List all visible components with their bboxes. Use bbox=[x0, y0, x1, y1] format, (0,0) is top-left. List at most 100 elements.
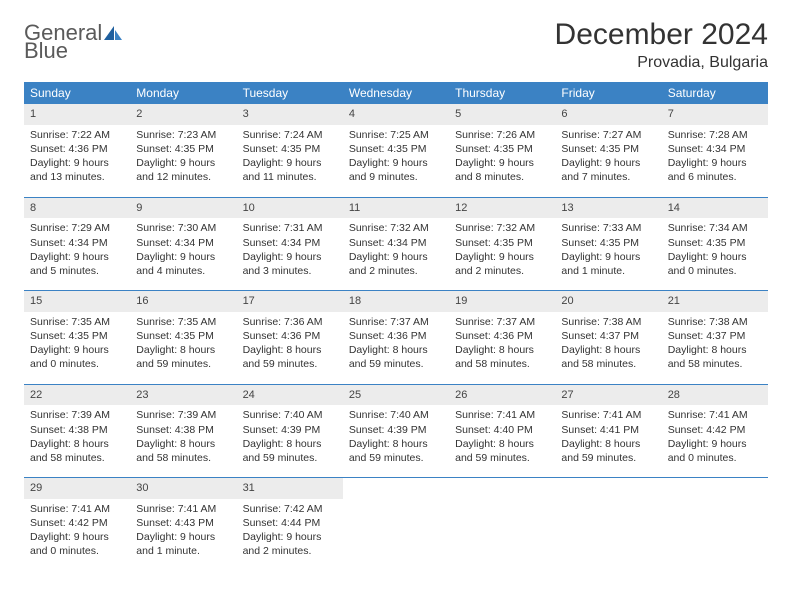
sunrise-line: Sunrise: 7:39 AM bbox=[136, 408, 230, 422]
daylight-line: Daylight: 9 hours and 0 minutes. bbox=[30, 530, 124, 558]
calendar-day: 31Sunrise: 7:42 AMSunset: 4:44 PMDayligh… bbox=[237, 478, 343, 567]
sunrise-line: Sunrise: 7:30 AM bbox=[136, 221, 230, 235]
day-details: Sunrise: 7:25 AMSunset: 4:35 PMDaylight:… bbox=[343, 125, 449, 193]
sunset-line: Sunset: 4:37 PM bbox=[561, 329, 655, 343]
day-number: 7 bbox=[662, 104, 768, 125]
sunset-line: Sunset: 4:37 PM bbox=[668, 329, 762, 343]
sunset-line: Sunset: 4:35 PM bbox=[136, 142, 230, 156]
day-details: Sunrise: 7:24 AMSunset: 4:35 PMDaylight:… bbox=[237, 125, 343, 193]
day-details: Sunrise: 7:39 AMSunset: 4:38 PMDaylight:… bbox=[24, 405, 130, 473]
day-details: Sunrise: 7:27 AMSunset: 4:35 PMDaylight:… bbox=[555, 125, 661, 193]
sunset-line: Sunset: 4:38 PM bbox=[30, 423, 124, 437]
day-details: Sunrise: 7:35 AMSunset: 4:35 PMDaylight:… bbox=[24, 312, 130, 380]
daylight-line: Daylight: 9 hours and 0 minutes. bbox=[30, 343, 124, 371]
sunrise-line: Sunrise: 7:31 AM bbox=[243, 221, 337, 235]
calendar-day: 22Sunrise: 7:39 AMSunset: 4:38 PMDayligh… bbox=[24, 385, 130, 474]
calendar-week: 1Sunrise: 7:22 AMSunset: 4:36 PMDaylight… bbox=[24, 104, 768, 193]
day-number: 29 bbox=[24, 478, 130, 499]
day-number: 4 bbox=[343, 104, 449, 125]
sunset-line: Sunset: 4:36 PM bbox=[30, 142, 124, 156]
daylight-line: Daylight: 8 hours and 59 minutes. bbox=[349, 437, 443, 465]
sunrise-line: Sunrise: 7:41 AM bbox=[136, 502, 230, 516]
calendar-week: 22Sunrise: 7:39 AMSunset: 4:38 PMDayligh… bbox=[24, 384, 768, 474]
sunrise-line: Sunrise: 7:38 AM bbox=[561, 315, 655, 329]
sunset-line: Sunset: 4:35 PM bbox=[455, 236, 549, 250]
sunrise-line: Sunrise: 7:22 AM bbox=[30, 128, 124, 142]
sunset-line: Sunset: 4:43 PM bbox=[136, 516, 230, 530]
sunset-line: Sunset: 4:39 PM bbox=[243, 423, 337, 437]
sunset-line: Sunset: 4:42 PM bbox=[30, 516, 124, 530]
calendar-day: 19Sunrise: 7:37 AMSunset: 4:36 PMDayligh… bbox=[449, 291, 555, 380]
sunset-line: Sunset: 4:35 PM bbox=[455, 142, 549, 156]
calendar-day-empty bbox=[343, 478, 449, 567]
day-details: Sunrise: 7:41 AMSunset: 4:42 PMDaylight:… bbox=[662, 405, 768, 473]
calendar-day: 3Sunrise: 7:24 AMSunset: 4:35 PMDaylight… bbox=[237, 104, 343, 193]
calendar-week: 8Sunrise: 7:29 AMSunset: 4:34 PMDaylight… bbox=[24, 197, 768, 287]
daylight-line: Daylight: 9 hours and 7 minutes. bbox=[561, 156, 655, 184]
dow-thursday: Thursday bbox=[449, 82, 555, 104]
day-number: 31 bbox=[237, 478, 343, 499]
sunset-line: Sunset: 4:44 PM bbox=[243, 516, 337, 530]
sunset-line: Sunset: 4:40 PM bbox=[455, 423, 549, 437]
location-label: Provadia, Bulgaria bbox=[555, 54, 768, 72]
daylight-line: Daylight: 9 hours and 2 minutes. bbox=[349, 250, 443, 278]
calendar-day: 10Sunrise: 7:31 AMSunset: 4:34 PMDayligh… bbox=[237, 198, 343, 287]
calendar-day: 6Sunrise: 7:27 AMSunset: 4:35 PMDaylight… bbox=[555, 104, 661, 193]
sunrise-line: Sunrise: 7:35 AM bbox=[30, 315, 124, 329]
sunset-line: Sunset: 4:34 PM bbox=[349, 236, 443, 250]
sunset-line: Sunset: 4:39 PM bbox=[349, 423, 443, 437]
daylight-line: Daylight: 9 hours and 9 minutes. bbox=[349, 156, 443, 184]
dow-tuesday: Tuesday bbox=[237, 82, 343, 104]
sunset-line: Sunset: 4:34 PM bbox=[30, 236, 124, 250]
sunrise-line: Sunrise: 7:40 AM bbox=[349, 408, 443, 422]
sunset-line: Sunset: 4:35 PM bbox=[349, 142, 443, 156]
calendar-day: 9Sunrise: 7:30 AMSunset: 4:34 PMDaylight… bbox=[130, 198, 236, 287]
daylight-line: Daylight: 9 hours and 4 minutes. bbox=[136, 250, 230, 278]
calendar-day: 4Sunrise: 7:25 AMSunset: 4:35 PMDaylight… bbox=[343, 104, 449, 193]
sunset-line: Sunset: 4:34 PM bbox=[668, 142, 762, 156]
day-number: 11 bbox=[343, 198, 449, 219]
daylight-line: Daylight: 9 hours and 1 minute. bbox=[136, 530, 230, 558]
calendar-day: 12Sunrise: 7:32 AMSunset: 4:35 PMDayligh… bbox=[449, 198, 555, 287]
day-details: Sunrise: 7:37 AMSunset: 4:36 PMDaylight:… bbox=[449, 312, 555, 380]
calendar-day: 8Sunrise: 7:29 AMSunset: 4:34 PMDaylight… bbox=[24, 198, 130, 287]
sunrise-line: Sunrise: 7:41 AM bbox=[30, 502, 124, 516]
day-number: 6 bbox=[555, 104, 661, 125]
calendar-day: 16Sunrise: 7:35 AMSunset: 4:35 PMDayligh… bbox=[130, 291, 236, 380]
daylight-line: Daylight: 9 hours and 1 minute. bbox=[561, 250, 655, 278]
sunrise-line: Sunrise: 7:23 AM bbox=[136, 128, 230, 142]
sunset-line: Sunset: 4:42 PM bbox=[668, 423, 762, 437]
daylight-line: Daylight: 9 hours and 6 minutes. bbox=[668, 156, 762, 184]
title-block: December 2024 Provadia, Bulgaria bbox=[555, 18, 768, 72]
calendar-day: 7Sunrise: 7:28 AMSunset: 4:34 PMDaylight… bbox=[662, 104, 768, 193]
calendar-day: 13Sunrise: 7:33 AMSunset: 4:35 PMDayligh… bbox=[555, 198, 661, 287]
day-number: 24 bbox=[237, 385, 343, 406]
daylight-line: Daylight: 8 hours and 58 minutes. bbox=[561, 343, 655, 371]
day-number: 21 bbox=[662, 291, 768, 312]
sunrise-line: Sunrise: 7:36 AM bbox=[243, 315, 337, 329]
sunrise-line: Sunrise: 7:41 AM bbox=[668, 408, 762, 422]
calendar-day: 18Sunrise: 7:37 AMSunset: 4:36 PMDayligh… bbox=[343, 291, 449, 380]
calendar-day-empty bbox=[449, 478, 555, 567]
sunset-line: Sunset: 4:36 PM bbox=[349, 329, 443, 343]
daylight-line: Daylight: 9 hours and 0 minutes. bbox=[668, 437, 762, 465]
day-number: 25 bbox=[343, 385, 449, 406]
day-details: Sunrise: 7:36 AMSunset: 4:36 PMDaylight:… bbox=[237, 312, 343, 380]
sunset-line: Sunset: 4:34 PM bbox=[243, 236, 337, 250]
day-details: Sunrise: 7:30 AMSunset: 4:34 PMDaylight:… bbox=[130, 218, 236, 286]
sunrise-line: Sunrise: 7:25 AM bbox=[349, 128, 443, 142]
day-details: Sunrise: 7:40 AMSunset: 4:39 PMDaylight:… bbox=[343, 405, 449, 473]
sunrise-line: Sunrise: 7:38 AM bbox=[668, 315, 762, 329]
day-number: 9 bbox=[130, 198, 236, 219]
daylight-line: Daylight: 9 hours and 2 minutes. bbox=[243, 530, 337, 558]
calendar-day-empty bbox=[555, 478, 661, 567]
sunrise-line: Sunrise: 7:32 AM bbox=[349, 221, 443, 235]
sunrise-line: Sunrise: 7:37 AM bbox=[455, 315, 549, 329]
day-details: Sunrise: 7:42 AMSunset: 4:44 PMDaylight:… bbox=[237, 499, 343, 567]
sunrise-line: Sunrise: 7:29 AM bbox=[30, 221, 124, 235]
daylight-line: Daylight: 9 hours and 12 minutes. bbox=[136, 156, 230, 184]
calendar-day: 24Sunrise: 7:40 AMSunset: 4:39 PMDayligh… bbox=[237, 385, 343, 474]
day-number: 10 bbox=[237, 198, 343, 219]
day-details: Sunrise: 7:22 AMSunset: 4:36 PMDaylight:… bbox=[24, 125, 130, 193]
calendar-day: 5Sunrise: 7:26 AMSunset: 4:35 PMDaylight… bbox=[449, 104, 555, 193]
